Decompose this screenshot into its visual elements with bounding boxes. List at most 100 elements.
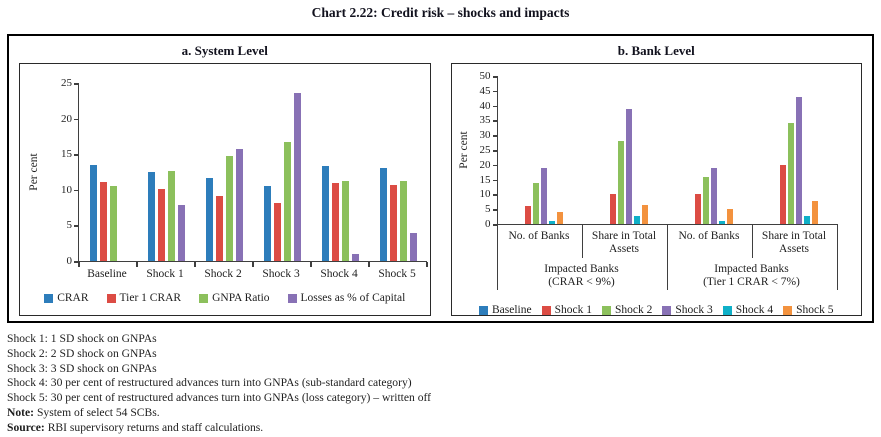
footnotes: Shock 1: 1 SD shock on GNPAs Shock 2: 2 S… [7,332,874,436]
y-tick-mark [492,150,497,152]
legend-item-tier-1-crar: Tier 1 CRAR [106,292,181,304]
bar-groups [79,83,427,261]
y-tick-mark [492,209,497,211]
bar-shock-2 [618,141,624,224]
footnote-line-3: Shock 3: 3 SD shock on GNPAs [7,361,157,375]
x-tick-mark [426,262,428,267]
legend-chip-crar [44,293,54,303]
y-tick-mark [74,225,78,227]
bar-gnpa-ratio [399,181,407,261]
legend-label: Baseline [492,304,532,316]
bar-shock-4 [719,221,725,224]
bar-gnpa-ratio [167,171,175,261]
chart-title: Chart 2.22: Credit risk – shocks and imp… [311,5,570,20]
y-tick-label: 0 [485,218,491,230]
panel-a-plot-box: Per cent 0 5 10 15 20 25 CRAR Tier 1 CRAR GNPA R… [19,63,431,316]
legend: CRAR Tier 1 CRAR GNPA Ratio Losses as % of … [20,292,430,304]
x-label-no-of-banks: No. of Banks [508,229,570,242]
y-tick-mark [492,120,497,122]
bar-shock-2 [788,123,794,224]
legend-label: Shock 5 [796,304,834,316]
footnote-line-7: Source: RBI supervisory returns and staf… [7,420,264,434]
bar-shock-1 [695,194,701,224]
legend-chip-shock-4 [722,305,732,315]
bar-tier-1-crar [389,184,397,261]
group-label-tier-1-crar-7: Impacted Banks (Tier 1 CRAR < 7%) [667,263,837,289]
x-tick-mark [310,262,312,267]
y-tick-mark [74,189,78,192]
y-tick-mark [74,154,78,156]
x-label-shock-2: Shock 2 [204,268,242,280]
category-divider-long [496,224,498,290]
bar-group-shock-1 [137,171,195,261]
bar-shock-2 [533,182,539,224]
x-tick-mark [136,262,138,267]
legend-item-shock-1: Shock 1 [541,304,592,316]
x-label-shock-1: Shock 1 [146,268,184,280]
legend-item-shock-3: Shock 3 [662,304,713,316]
y-tick-label: 10 [479,188,491,201]
x-tick-mark [252,262,254,267]
footnote-line-5: Shock 5: 30 per cent of restructured adv… [7,391,432,405]
bar-shock-5 [642,205,648,224]
panel-b-plot-box: Per cent 0 5 10 15 20 25 30 35 40 45 50 Baseline Sho… [450,63,862,316]
legend-chip-baseline [479,305,488,315]
bar-shock-1 [610,194,616,224]
category-divider-short [751,224,753,258]
y-tick-mark [492,179,497,182]
bar-tier-1-crar [99,182,107,261]
bar-group-no-of-banks [498,167,583,224]
y-tick-label: 45 [479,84,491,97]
legend-item-crar: CRAR [44,292,89,304]
y-tick-mark [492,76,497,78]
bar-shock-3 [541,167,547,224]
legend-chip-gnpa-ratio [199,293,209,303]
bar-shock-5 [557,212,563,224]
legend-item-shock-2: Shock 2 [601,304,652,316]
y-tick-label: 20 [61,112,72,125]
footnote-line-6: Note: System of select 54 SCBs. [7,405,160,419]
category-divider-short [581,224,583,258]
y-tick-mark [492,135,497,137]
y-tick-mark [74,261,78,263]
bar-crar [205,178,213,261]
bar-tier-1-crar [157,189,165,261]
legend-item-losses-as-of-capital: Losses as % of Capital [287,292,405,304]
legend-chip-shock-3 [662,305,672,315]
bar-gnpa-ratio [341,181,349,261]
x-tick-mark [78,262,80,267]
x-category-labels: Baseline Shock 1 Shock 2 Shock 3 Shock 4 Shoc… [78,268,426,281]
y-tick-label: 5 [485,203,491,216]
x-label-no-of-banks: No. of Banks [678,229,740,242]
group-label-line2: (Tier 1 CRAR < 7%) [703,275,800,288]
y-tick-mark [74,118,78,121]
bar-losses-as-of-capital [351,253,359,261]
bar-shock-1 [780,164,786,224]
panel-a-title: a. System Level [181,43,268,58]
bar-losses-as-of-capital [409,233,417,261]
bar-shock-4 [549,221,555,224]
bar-shock-5 [727,209,733,224]
legend-chip-tier-1-crar [106,293,116,303]
footnote-bold-label: Source: [7,420,45,434]
panel-bank-level: b. Bank Level Per cent 0 5 10 15 20 25 30 35 40 4… [441,36,873,321]
panel-system-level: a. System Level Per cent 0 5 10 15 20 25 CRAR T… [9,36,441,321]
legend-label: GNPA Ratio [212,292,270,304]
y-tick-mark [492,105,497,108]
bar-shock-2 [703,176,709,224]
legend: Baseline Shock 1 Shock 2 Shock 3 Shock 4 Shoc… [452,304,862,316]
bar-losses-as-of-capital [177,204,185,261]
legend-label: Shock 3 [675,304,713,316]
legend-chip-losses-as-of-capital [287,293,297,303]
y-axis-label: Per cent [28,153,40,191]
x-tick-mark [368,262,370,267]
bar-shock-3 [796,96,802,224]
bar-group-no-of-banks [668,167,753,224]
bar-crar [89,164,97,261]
plot-area [496,76,838,225]
y-tick-label: 30 [479,129,491,142]
plot-area [78,83,427,262]
bar-crar [379,167,387,261]
legend-chip-shock-1 [541,305,551,315]
category-divider-long [836,224,838,290]
